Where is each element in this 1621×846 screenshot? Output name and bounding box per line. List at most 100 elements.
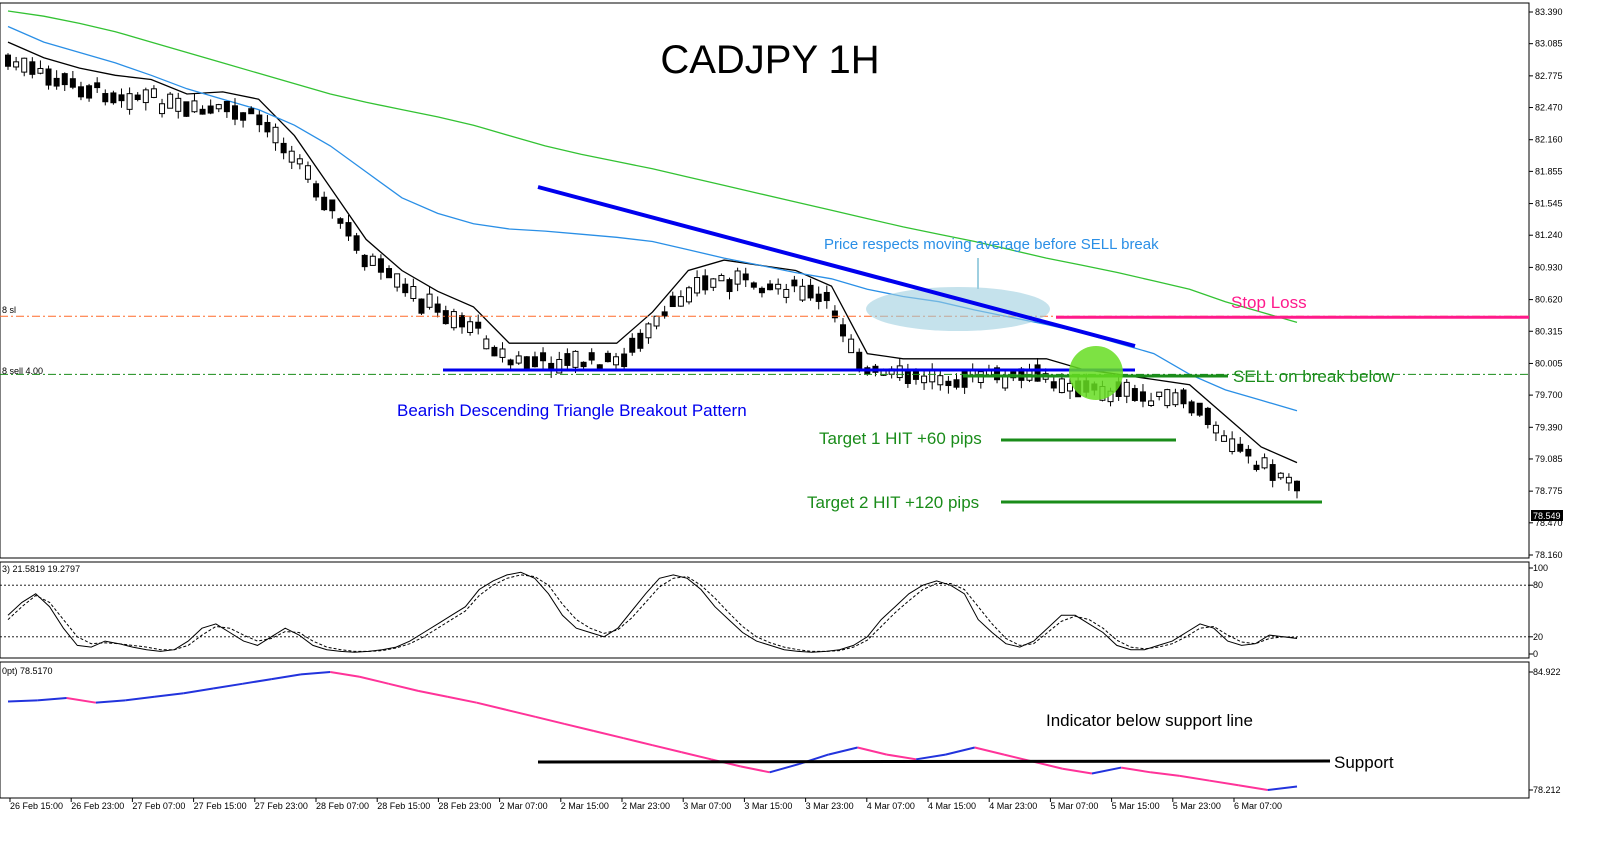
candle <box>61 72 68 92</box>
candle-body <box>1221 435 1228 442</box>
price-tick-label: 78.775 <box>1535 486 1563 496</box>
candle-body <box>1188 401 1195 414</box>
indicator-segment <box>183 687 214 695</box>
candle <box>588 348 595 365</box>
candle-body <box>231 105 238 120</box>
candle <box>831 305 838 323</box>
candle-body <box>767 283 774 291</box>
price-tick-label: 78.160 <box>1535 550 1563 560</box>
candle-body <box>134 94 141 101</box>
indicator-segment <box>945 746 975 756</box>
candle <box>1253 460 1260 472</box>
candle <box>491 345 498 357</box>
candle <box>710 278 717 292</box>
candle-body <box>272 126 279 144</box>
candle <box>248 106 255 115</box>
candle <box>483 335 490 350</box>
candle <box>361 254 368 271</box>
candle <box>207 99 214 115</box>
candle <box>742 267 749 288</box>
candle-body <box>783 288 790 298</box>
candle-body <box>556 358 563 374</box>
candle-body <box>1123 381 1130 397</box>
candle-body <box>458 315 465 328</box>
candle <box>150 85 157 99</box>
candle <box>86 83 93 102</box>
candle-body <box>94 82 101 89</box>
candle <box>272 123 279 151</box>
candle <box>718 273 725 282</box>
candle-body <box>264 121 271 133</box>
candle <box>848 334 855 354</box>
candle <box>223 101 230 118</box>
candle-body <box>369 255 376 266</box>
indicator-segment <box>564 722 595 732</box>
candle <box>1172 388 1179 407</box>
candle-body <box>807 284 814 299</box>
stochastic-header: 3) 21.5819 19.2797 <box>2 564 80 574</box>
stoch-tick-label: 20 <box>1533 632 1543 642</box>
candle-body <box>961 371 968 388</box>
candle <box>118 88 125 108</box>
indicator-segment <box>447 695 477 704</box>
indicator-segment <box>1238 784 1268 791</box>
candle-body <box>937 375 944 386</box>
candle-body <box>653 315 660 327</box>
chart-title: CADJPY 1H <box>660 38 879 82</box>
candle <box>5 53 11 70</box>
candle-body <box>499 348 506 358</box>
candle-body <box>758 287 765 294</box>
candle-body <box>207 105 214 114</box>
candle-body <box>240 112 247 121</box>
candle-body <box>345 222 352 237</box>
indicator-segment <box>154 692 184 698</box>
candle <box>142 87 149 111</box>
candle <box>1294 480 1300 499</box>
candle <box>1261 453 1268 470</box>
candle-body <box>167 93 174 109</box>
time-tick-label: 5 Mar 07:00 <box>1050 801 1098 811</box>
candle-body <box>86 85 93 99</box>
time-tick-label: 4 Mar 23:00 <box>989 801 1037 811</box>
candle-body <box>815 293 822 302</box>
indicator-segment <box>916 753 946 761</box>
candle-body <box>337 218 344 224</box>
indicator-segment <box>681 751 712 761</box>
candle-body <box>791 279 798 287</box>
candle-body <box>1156 391 1163 398</box>
candle <box>1204 406 1211 429</box>
candle-body <box>1204 407 1211 426</box>
candle <box>337 217 344 229</box>
candle-body <box>110 92 117 104</box>
indicator-segment <box>388 682 419 692</box>
candle-body <box>1245 448 1252 457</box>
price-tick-label: 79.700 <box>1535 390 1563 400</box>
candle-body <box>604 352 611 363</box>
candle <box>507 358 514 369</box>
candle-body <box>467 321 474 333</box>
candle-body <box>515 355 522 364</box>
candle-body <box>288 150 295 163</box>
candle <box>499 342 506 363</box>
candle <box>685 285 692 305</box>
candle <box>345 215 352 241</box>
candle-body <box>410 286 417 299</box>
price-tick-label: 79.085 <box>1535 454 1563 464</box>
target2-annotation: Target 2 HIT +120 pips <box>807 493 979 512</box>
candle-body <box>29 61 36 75</box>
time-tick-label: 26 Feb 15:00 <box>10 801 63 811</box>
candle-body <box>102 93 109 103</box>
indicator-segment <box>330 671 360 678</box>
trade-levels <box>0 185 1529 504</box>
indicator-segment <box>1062 767 1093 775</box>
price-tick-label: 82.775 <box>1535 71 1563 81</box>
candle-body <box>669 295 676 308</box>
stochastic-lines <box>0 571 1529 653</box>
candle-body <box>442 310 449 325</box>
candle-body <box>183 101 190 117</box>
time-tick-label: 2 Mar 07:00 <box>500 801 548 811</box>
candle <box>621 347 628 371</box>
candle <box>94 77 101 93</box>
candle-body <box>353 235 360 251</box>
candle <box>629 333 636 356</box>
